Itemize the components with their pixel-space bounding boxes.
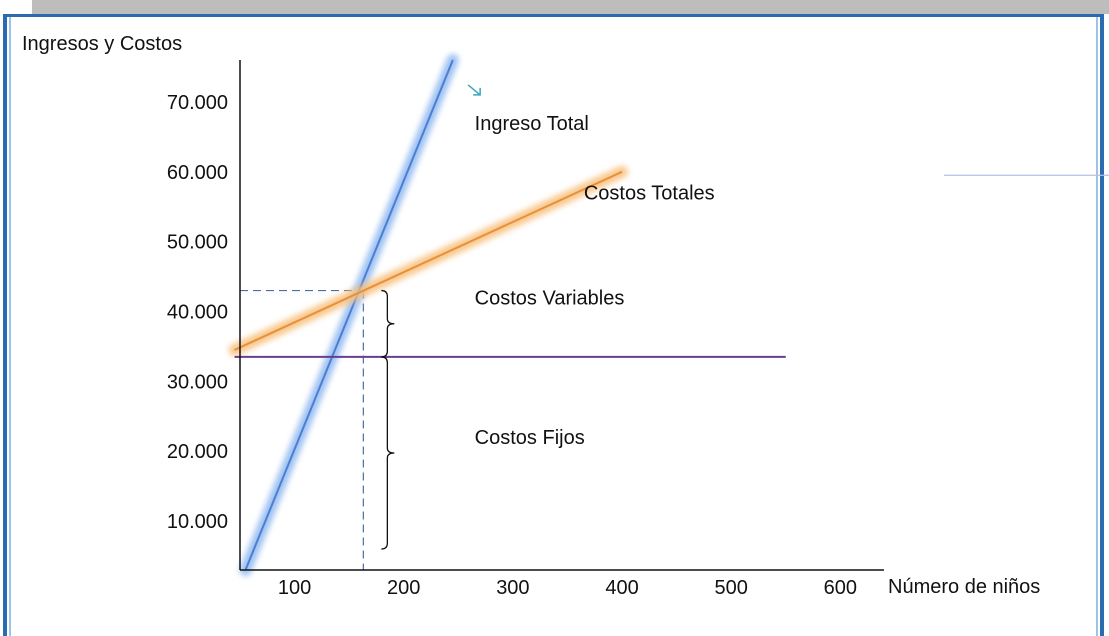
x-tick-label: 300 [496, 577, 529, 599]
y-tick-label: 10.000 [167, 511, 228, 533]
y-tick-label: 30.000 [167, 371, 228, 393]
costos-variables-label: Costos Variables [475, 288, 625, 310]
x-tick-label: 100 [278, 577, 311, 599]
arrow-icon [467, 84, 481, 96]
x-axis-title: Número de niños [888, 576, 1040, 598]
frame-left-border [3, 14, 7, 636]
y-tick-label: 50.000 [167, 232, 228, 254]
x-tick-label: 500 [714, 577, 747, 599]
frame-right-inner-border [1096, 17, 1098, 636]
y-axis-title: Ingresos y Costos [22, 33, 182, 55]
costos-fijos-label: Costos Fijos [475, 427, 585, 449]
costos-variables-brace [381, 289, 395, 358]
costos-totales-line [228, 165, 629, 356]
x-tick-label: 200 [387, 577, 420, 599]
x-tick-label: 600 [824, 577, 857, 599]
y-tick-label: 40.000 [167, 302, 228, 324]
ingreso-total-line [239, 54, 459, 576]
frame-left-inner-border [9, 17, 11, 636]
costos-totales-line-stroke [234, 170, 623, 351]
costos-totales-label: Costos Totales [584, 183, 715, 205]
frame-right-border [1100, 14, 1104, 636]
y-tick-label: 70.000 [167, 92, 228, 114]
y-tick-label: 20.000 [167, 441, 228, 463]
ingreso-total-line-stroke [244, 59, 454, 571]
window-top-bar [32, 0, 1109, 14]
costos-fijos-brace [381, 356, 395, 550]
x-tick-label: 400 [605, 577, 638, 599]
frame-top-border [3, 14, 1104, 17]
y-tick-label: 60.000 [167, 162, 228, 184]
ingreso-total-label: Ingreso Total [475, 113, 589, 135]
